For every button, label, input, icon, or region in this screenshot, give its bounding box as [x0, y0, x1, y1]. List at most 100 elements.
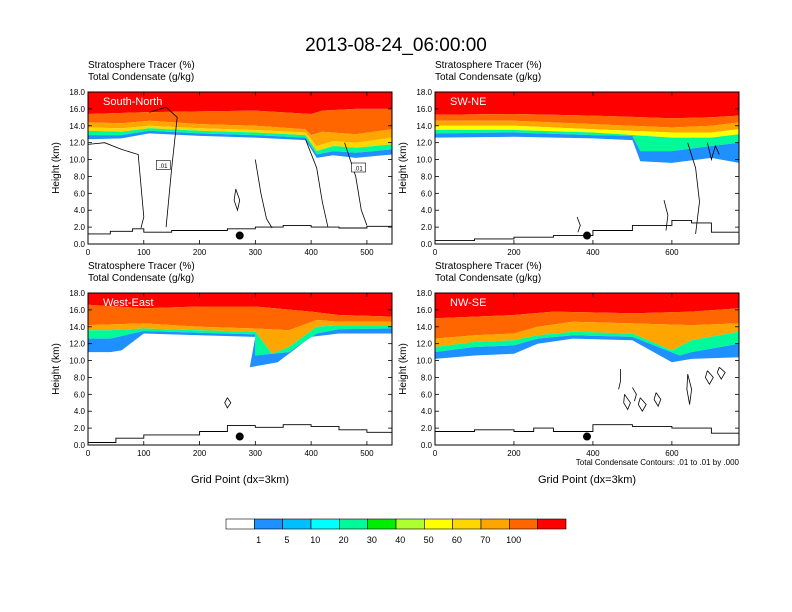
- x-tick-label: 0: [86, 449, 91, 458]
- panel-label: NW-SE: [450, 297, 486, 309]
- y-axis-label: Height (km): [51, 142, 62, 194]
- y-tick-label: 2.0: [421, 223, 433, 232]
- x-tick-label: 400: [586, 248, 600, 257]
- x-tick-label: 500: [360, 248, 374, 257]
- condensate-contour-5: [716, 366, 726, 380]
- colorbar-label-2: 10: [310, 535, 320, 545]
- y-tick-label: 6.0: [421, 390, 433, 399]
- panel-label: West-East: [103, 297, 154, 309]
- tracer-band-1: [88, 304, 392, 331]
- y-tick-label: 14.0: [416, 323, 432, 332]
- y-tick-label: 8.0: [421, 373, 433, 382]
- condensate-contour-3: [576, 216, 581, 233]
- colorbar-label-5: 40: [395, 535, 405, 545]
- colorbar-swatch-11: [537, 518, 567, 530]
- panel-label: South-North: [103, 96, 162, 108]
- tracer-band-2: [88, 120, 392, 146]
- y-tick-label: 0.0: [74, 240, 86, 249]
- panel-subtitle-tracer: Stratosphere Tracer (%): [88, 261, 195, 272]
- y-tick-label: 18.0: [416, 88, 432, 97]
- tracer-band-5: [435, 132, 739, 163]
- y-tick-label: 4.0: [74, 407, 86, 416]
- colorbar-swatch-3: [310, 518, 340, 530]
- x-tick-label: 0: [433, 248, 438, 257]
- x-tick-label: 400: [304, 248, 318, 257]
- colorbar-swatch-1: [254, 518, 283, 530]
- tracer-band-1: [88, 108, 392, 136]
- condensate-contour-0: [224, 397, 232, 409]
- colorbar-label-9: 100: [506, 535, 521, 545]
- condensate-contour-0: [88, 142, 145, 229]
- tracer-band-4: [88, 128, 392, 155]
- condensate-contour-2: [653, 392, 662, 408]
- y-tick-label: 18.0: [69, 88, 85, 97]
- condensate-contour-3: [686, 374, 693, 405]
- terrain-line: [88, 424, 392, 443]
- y-tick-label: 4.0: [74, 206, 86, 215]
- contour-label-1: .01: [354, 167, 363, 173]
- y-tick-label: 6.0: [74, 189, 86, 198]
- y-tick-label: 10.0: [416, 156, 432, 165]
- contour-label-0: .01: [159, 164, 168, 170]
- tracer-band-0: [88, 293, 392, 317]
- colorbar-label-6: 50: [424, 535, 434, 545]
- terrain-line: [435, 424, 739, 442]
- x-tick-label: 200: [507, 248, 521, 257]
- panel-subtitle-condensate: Total Condensate (g/kg): [88, 273, 194, 284]
- colorbar-swatch-0: [225, 518, 255, 530]
- y-tick-label: 12.0: [69, 139, 85, 148]
- y-tick-label: 0.0: [421, 240, 433, 249]
- panel-subtitle-tracer: Stratosphere Tracer (%): [435, 261, 542, 272]
- y-tick-label: 8.0: [421, 172, 433, 181]
- panel-south-north: Stratosphere Tracer (%)Total Condensate …: [51, 60, 393, 257]
- panels: Stratosphere Tracer (%)Total Condensate …: [51, 60, 740, 486]
- x-tick-label: 0: [86, 248, 91, 257]
- tracer-band-3: [88, 125, 392, 152]
- plot-area: .01 .01: [88, 92, 392, 244]
- tracer-band-5: [88, 130, 392, 158]
- condensate-contour-1: [707, 142, 720, 162]
- condensate-contour-1: [149, 106, 178, 228]
- y-tick-label: 4.0: [421, 206, 433, 215]
- tracer-band-0: [435, 293, 739, 319]
- panel-subtitle-tracer: Stratosphere Tracer (%): [88, 60, 195, 71]
- y-tick-label: 2.0: [74, 223, 86, 232]
- terrain-line: [435, 219, 739, 242]
- y-tick-label: 4.0: [421, 407, 433, 416]
- cross-section-marker: [235, 231, 244, 240]
- tracer-band-3: [88, 325, 392, 356]
- x-tick-label: 500: [360, 449, 374, 458]
- y-tick-label: 18.0: [69, 289, 85, 298]
- y-tick-label: 8.0: [74, 373, 86, 382]
- x-tick-label: 300: [249, 248, 263, 257]
- y-tick-label: 6.0: [421, 189, 433, 198]
- y-tick-label: 18.0: [416, 289, 432, 298]
- x-axis-label: Grid Point (dx=3km): [191, 474, 289, 486]
- colorbar-label-3: 20: [339, 535, 349, 545]
- x-tick-label: 200: [193, 248, 207, 257]
- chart-title: 2013-08-24_06:00:00: [305, 35, 487, 56]
- contour-label-box-0: [156, 160, 171, 170]
- condensate-contour-6: [618, 369, 621, 390]
- y-axis-label: Height (km): [398, 142, 409, 194]
- x-tick-label: 100: [137, 248, 151, 257]
- condensate-contour-7: [632, 387, 637, 402]
- tracer-band-4: [435, 335, 739, 363]
- y-tick-label: 0.0: [74, 441, 86, 450]
- colorbar-swatch-6: [395, 518, 425, 530]
- plot-area: [88, 293, 392, 445]
- y-tick-label: 2.0: [421, 424, 433, 433]
- tracer-band-4: [88, 328, 392, 368]
- y-tick-label: 0.0: [421, 441, 433, 450]
- colorbar-label-1: 5: [284, 535, 289, 545]
- panel-subtitle-tracer: Stratosphere Tracer (%): [435, 60, 542, 71]
- cross-section-marker: [583, 432, 591, 441]
- tracer-band-4: [435, 130, 739, 152]
- condensate-contour-0: [687, 142, 700, 234]
- colorbar-swatch-9: [480, 518, 510, 530]
- x-tick-label: 300: [249, 449, 263, 458]
- tracer-band-2: [435, 321, 739, 351]
- colorbar-swatch-8: [452, 518, 482, 530]
- plot-area: [435, 92, 739, 244]
- y-axis-label: Height (km): [51, 343, 62, 395]
